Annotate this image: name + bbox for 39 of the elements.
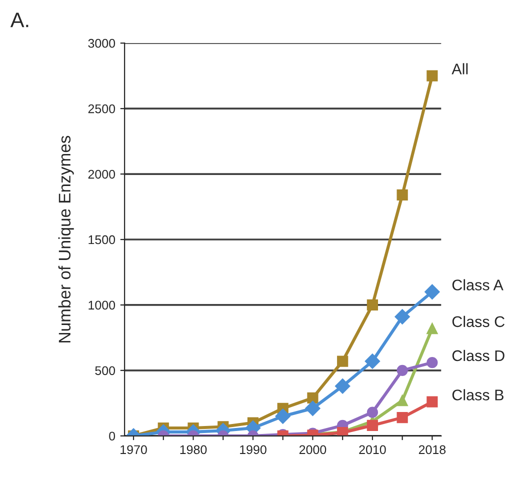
point	[275, 408, 290, 424]
point	[366, 299, 378, 311]
point	[424, 284, 440, 300]
point	[305, 400, 320, 416]
point	[426, 357, 438, 368]
point	[366, 420, 378, 431]
y-tick-label: 1500	[88, 235, 116, 244]
x-tick-label: 2018	[418, 445, 446, 454]
point	[366, 406, 378, 418]
series-label: Class C	[452, 316, 505, 328]
y-tick-label: 500	[95, 366, 116, 376]
point	[394, 309, 410, 324]
point	[307, 392, 318, 404]
point	[337, 356, 348, 367]
series-label: Class A	[452, 279, 504, 290]
series-label: All	[452, 63, 468, 74]
point	[396, 364, 408, 376]
x-tick-label: 1980	[180, 445, 207, 454]
y-tick-label: 0	[109, 432, 116, 441]
x-tick-label: 2000	[299, 445, 326, 454]
point	[426, 70, 438, 82]
point	[396, 394, 408, 406]
point	[426, 396, 438, 408]
x-tick-label: 2010	[359, 445, 386, 454]
y-tick-label: 2500	[88, 104, 116, 114]
series-label: Class B	[452, 389, 504, 400]
point	[396, 412, 408, 424]
point	[335, 378, 350, 394]
x-tick-label: 1990	[240, 445, 266, 454]
point	[364, 354, 380, 369]
y-tick-label: 3000	[88, 38, 116, 48]
text: A.	[10, 12, 28, 28]
y-tick-label: 2000	[88, 170, 116, 179]
series-label: Class D	[452, 350, 504, 362]
y-axis-title: Number of Unique Enzymes	[58, 136, 74, 342]
y-tick-label: 1000	[88, 300, 116, 310]
point	[396, 189, 408, 201]
x-tick-label: 1970	[120, 445, 147, 454]
point	[426, 322, 438, 334]
